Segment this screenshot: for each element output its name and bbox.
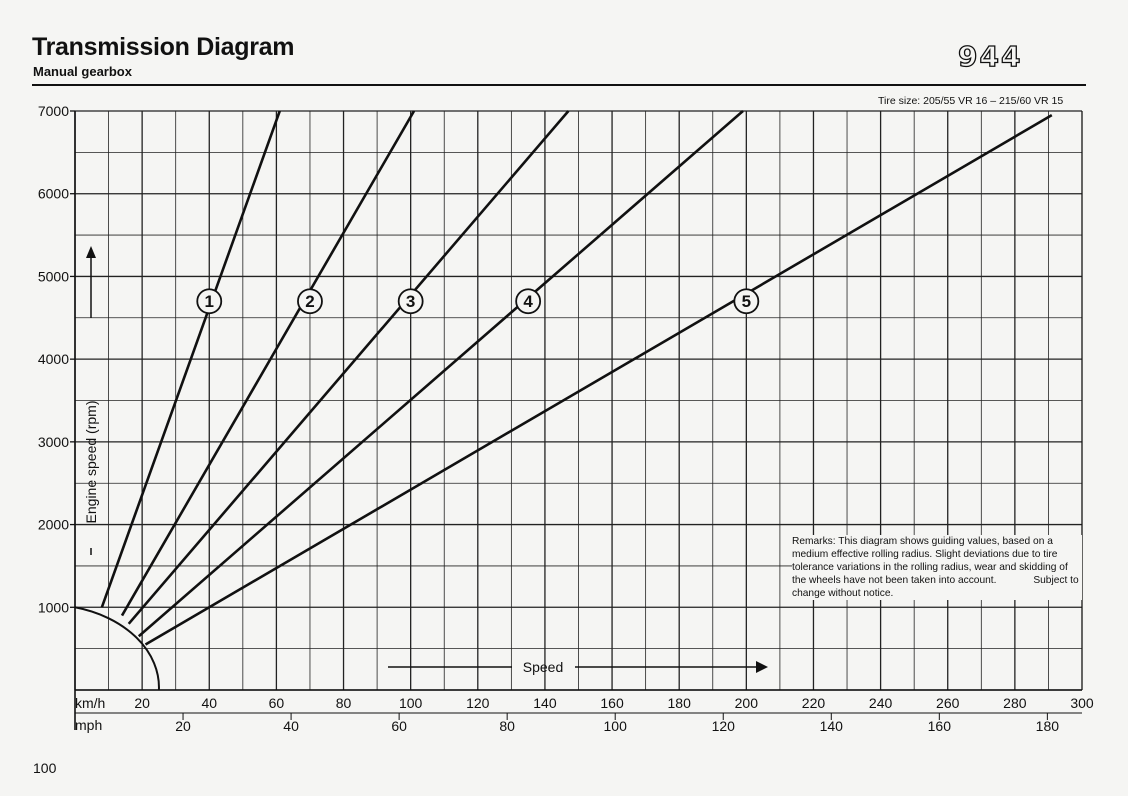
y-tick-label: 5000 (38, 268, 69, 284)
x-tick-label-mph: 80 (499, 718, 515, 734)
gear-line-5 (144, 114, 1053, 646)
idle-arc (74, 606, 160, 691)
x-tick-label-kmh: 20 (134, 695, 150, 711)
chart-axes: 1000 2000 3000 4000 5000 6000 7000 20 40 60 80 100 1… (38, 103, 1094, 734)
x-tick-label-mph: 20 (175, 718, 191, 734)
remarks-notice: Subject to change without notice. (792, 575, 1079, 599)
y-tick-label: 3000 (38, 434, 69, 450)
x-tick-label-kmh: 40 (201, 695, 217, 711)
gear-line-1 (100, 110, 281, 608)
x-tick-label-mph: 100 (604, 718, 628, 734)
gear-label-4: 4 (523, 292, 533, 311)
x-tick-label-kmh: 240 (869, 695, 893, 711)
gear-line-2 (120, 110, 416, 617)
remarks-note: Remarks: This diagram shows guiding valu… (792, 535, 1082, 600)
gear-label-circle (515, 288, 542, 315)
x-tick-label-mph: 60 (391, 718, 407, 734)
x-tick-label-kmh: 80 (336, 695, 352, 711)
gear-label-circle (297, 288, 323, 315)
x-axis-label-text: Speed (523, 659, 563, 675)
gear-label-circle (397, 288, 424, 315)
x-tick-label-kmh: 60 (269, 695, 285, 711)
x-tick-label-mph: 40 (283, 718, 299, 734)
gear-label-circle (196, 288, 223, 315)
x-axis-label: Speed (388, 659, 768, 675)
y-tick-label: 1000 (38, 599, 69, 615)
y-tick-label: 4000 (38, 351, 69, 367)
gear-label-circle (733, 288, 760, 315)
y-tick-label: 7000 (38, 103, 69, 119)
x-tick-label-mph: 180 (1036, 718, 1060, 734)
x-tick-label-kmh: 200 (735, 695, 759, 711)
x-tick-label-kmh: 120 (466, 695, 490, 711)
x-tick-label-kmh: 260 (936, 695, 960, 711)
y-tick-label: 6000 (38, 186, 69, 202)
gear-labels: 1 2 3 4 5 (196, 288, 760, 315)
x-tick-label-mph: 140 (820, 718, 844, 734)
x-tick-label-mph: 120 (712, 718, 736, 734)
y-axis-label-text: Engine speed (rpm) (83, 401, 99, 524)
model-logo: 944 (957, 39, 1023, 73)
x-unit-kmh: km/h (75, 695, 105, 711)
gear-label-1: 1 (205, 292, 214, 311)
remarks-text: Remarks: This diagram shows guiding valu… (792, 536, 1068, 586)
x-tick-label-kmh: 100 (399, 695, 423, 711)
gear-lines (74, 110, 1053, 691)
y-axis-arrow-head (86, 246, 96, 258)
gear-label-2: 2 (305, 292, 314, 311)
chart-grid (74, 110, 1083, 691)
x-tick-label-kmh: 280 (1003, 695, 1027, 711)
gear-line-3 (127, 110, 570, 625)
x-tick-label-mph: 160 (928, 718, 952, 734)
y-axis-label: Engine speed (rpm) (83, 246, 99, 555)
x-tick-label-kmh: 220 (802, 695, 826, 711)
page-subtitle: Manual gearbox (33, 64, 132, 79)
gear-line-4 (137, 110, 744, 638)
page-number: 100 (33, 760, 57, 776)
gear-label-5: 5 (742, 292, 751, 311)
x-unit-mph: mph (75, 717, 102, 733)
tire-size-note: Tire size: 205/55 VR 16 – 215/60 VR 15 (878, 95, 1064, 107)
x-tick-label-kmh: 140 (533, 695, 557, 711)
header-rule (32, 84, 1086, 86)
x-tick-label-kmh: 300 (1070, 695, 1094, 711)
x-tick-label-kmh: 160 (600, 695, 624, 711)
gear-label-3: 3 (406, 292, 415, 311)
page-title: Transmission Diagram (32, 33, 295, 61)
y-tick-label: 2000 (38, 517, 69, 533)
x-axis-arrow-head (756, 661, 768, 673)
x-tick-label-kmh: 180 (668, 695, 692, 711)
